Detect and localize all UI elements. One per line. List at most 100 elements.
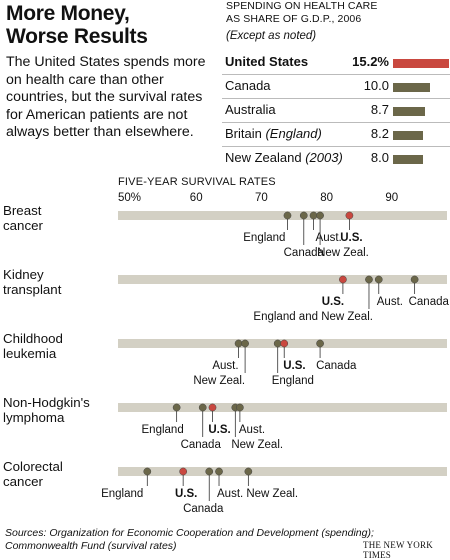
- spending-bar: [393, 83, 430, 92]
- point-label: Aust.: [377, 296, 403, 308]
- point-label: Aust.: [217, 488, 243, 500]
- point-label: U.S.: [340, 232, 362, 244]
- survival-dot: [172, 403, 181, 412]
- spending-country: Britain (England): [225, 126, 322, 141]
- spending-row-united-states: United States 15.2%: [222, 51, 450, 73]
- survival-dot: [280, 339, 289, 348]
- survival-point-new-zeal: New Zeal.: [244, 467, 298, 500]
- survival-dot: [244, 467, 253, 476]
- country-name: Australia: [225, 102, 276, 117]
- point-label: Canada: [316, 360, 357, 372]
- survival-dot: [299, 211, 308, 220]
- point-label: England: [101, 488, 143, 500]
- x-tick-label: 90: [385, 192, 399, 204]
- sources-note: Sources: Organization for Economic Coope…: [5, 527, 374, 553]
- sources-line-2: Commonwealth Fund (survival rates): [5, 540, 177, 552]
- spending-row-divider: [222, 146, 450, 147]
- survival-point-u-s: U.S.: [280, 339, 306, 372]
- spending-note: (Except as noted): [226, 30, 317, 42]
- survival-dot: [345, 211, 354, 220]
- country-name: United States: [225, 54, 309, 69]
- spending-bar: [393, 107, 426, 116]
- survival-track: [118, 275, 447, 284]
- country-qualifier: (England): [261, 126, 322, 141]
- survival-dot: [283, 211, 292, 220]
- point-label: U.S.: [283, 360, 305, 372]
- survival-point-canada: Canada: [183, 467, 224, 515]
- point-label: Aust.: [316, 232, 342, 244]
- survival-dot: [208, 403, 217, 412]
- x-tick-label: 50%: [118, 192, 142, 204]
- country-name: Canada: [225, 78, 271, 93]
- spending-value: 8.0: [370, 150, 389, 165]
- point-label: U.S.: [175, 488, 197, 500]
- point-label: Aust.: [239, 424, 265, 436]
- spending-value: 10.0: [363, 78, 389, 93]
- survival-dot: [215, 467, 223, 476]
- point-label: New Zeal.: [246, 488, 298, 500]
- survival-dot: [410, 275, 419, 284]
- spending-row-divider: [222, 98, 450, 99]
- survival-dot: [198, 403, 207, 412]
- survival-dot: [143, 467, 152, 476]
- point-label: England: [243, 232, 285, 244]
- survival-point-aust: Aust.: [212, 339, 243, 372]
- spending-value: 8.2: [370, 126, 389, 141]
- survival-point-u-s: U.S.: [175, 467, 197, 500]
- survival-dot: [179, 467, 188, 476]
- point-label: England and New Zeal.: [253, 311, 373, 323]
- spending-heading-line-1: SPENDING ON HEALTH CARE: [226, 0, 378, 12]
- survival-dot: [241, 339, 249, 348]
- point-label: England: [142, 424, 184, 436]
- survival-point-england-and-new-zeal: England and New Zeal.: [253, 275, 373, 323]
- category-label: Childhood: [3, 331, 63, 346]
- survival-track: [118, 211, 447, 220]
- sources-line-1: Sources: Organization for Economic Coope…: [5, 527, 374, 539]
- title-line-2: Worse Results: [6, 25, 148, 48]
- survival-point-canada: Canada: [409, 275, 450, 308]
- point-label: Canada: [181, 439, 222, 451]
- survival-dot: [339, 275, 347, 284]
- category-label: cancer: [3, 474, 43, 489]
- survival-point-aust: Aust.: [236, 403, 265, 436]
- spending-row-australia: Australia 8.7: [222, 99, 450, 121]
- spending-row-new-zealand: New Zealand (2003) 8.0: [222, 147, 450, 169]
- category-label: Colorectal: [3, 459, 63, 474]
- survival-point-u-s: U.S.: [208, 403, 231, 436]
- survival-dot: [365, 275, 373, 284]
- intro-text: The United States spends more on health …: [6, 54, 206, 140]
- country-qualifier: (2003): [301, 150, 343, 165]
- spending-row-divider: [222, 74, 450, 75]
- category-label: lymphoma: [3, 410, 65, 425]
- survival-point-aust: Aust.: [374, 275, 403, 308]
- survival-point-u-s: U.S.: [322, 275, 347, 308]
- country-name: New Zealand: [225, 150, 302, 165]
- spending-heading: SPENDING ON HEALTH CARE AS SHARE OF G.D.…: [226, 0, 377, 25]
- credit-line: THE NEW YORK TIMES: [363, 540, 433, 560]
- survival-point-u-s: U.S.: [340, 211, 363, 244]
- point-label: New Zeal.: [317, 247, 369, 259]
- spending-heading-line-2: AS SHARE OF G.D.P., 2006: [226, 12, 362, 25]
- point-label: Canada: [409, 296, 450, 308]
- survival-dot: [205, 467, 214, 476]
- point-label: New Zeal.: [231, 439, 283, 451]
- spending-bar: [393, 131, 424, 140]
- category-label: cancer: [3, 218, 43, 233]
- survival-point-england: England: [272, 339, 314, 387]
- spending-country: Australia: [225, 102, 276, 117]
- spending-row-canada: Canada 10.0: [222, 75, 450, 97]
- category-label: leukemia: [3, 346, 57, 361]
- category-label: Kidney: [3, 267, 44, 282]
- survival-point-new-zeal: New Zeal.: [193, 339, 249, 387]
- x-tick-label: 80: [320, 192, 333, 204]
- survival-point-canada: Canada: [181, 403, 222, 451]
- survival-track: [118, 403, 447, 412]
- survival-dot: [236, 403, 244, 412]
- category-label: transplant: [3, 282, 62, 297]
- point-label: England: [272, 375, 314, 387]
- point-label: U.S.: [322, 296, 344, 308]
